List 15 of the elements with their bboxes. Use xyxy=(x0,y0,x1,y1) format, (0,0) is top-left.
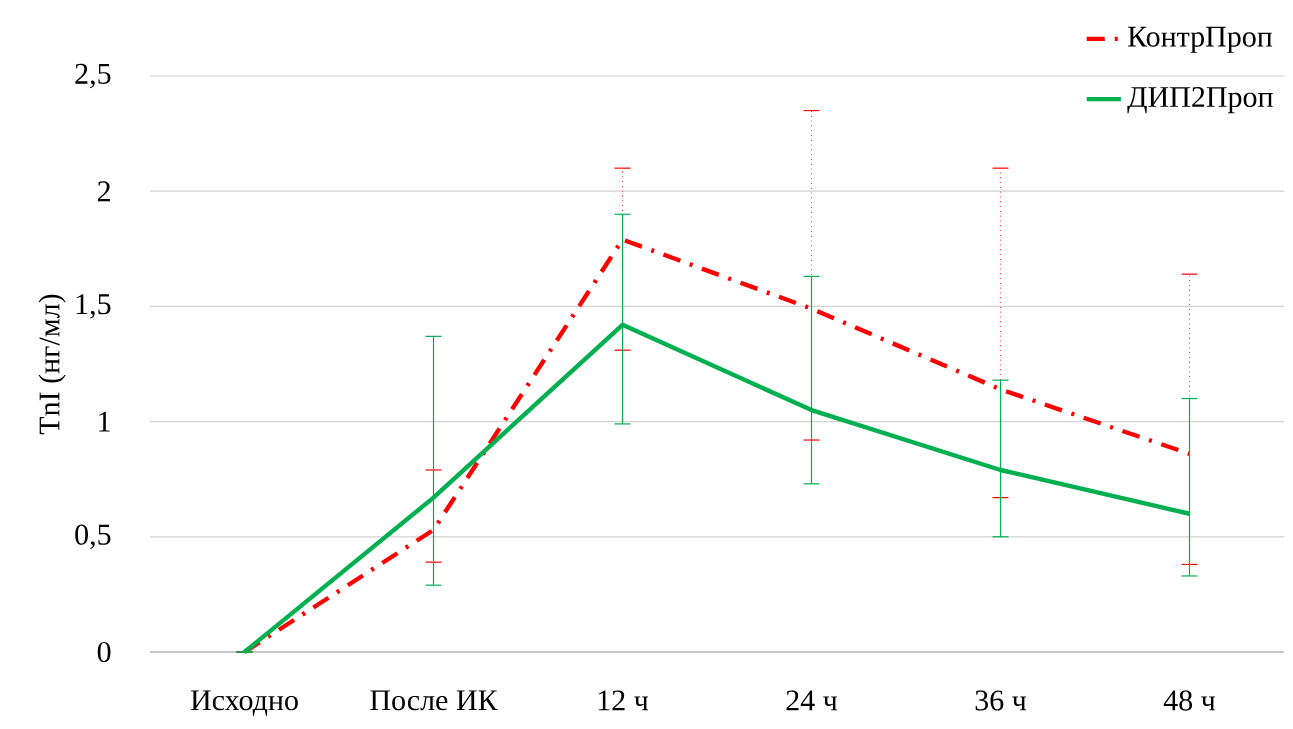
y-tick-label: 1 xyxy=(99,411,110,432)
y-tick-label: 2 xyxy=(97,181,110,202)
x-tick-label: 12 ч xyxy=(598,690,649,711)
y-axis-title: TnI (нг/мл) xyxy=(38,294,66,435)
y-tick-label: 0 xyxy=(97,641,111,663)
y-tick-label: 0,5 xyxy=(75,524,111,550)
x-tick-label: 36 ч xyxy=(975,690,1027,711)
x-tick-label: Исходно xyxy=(190,690,298,716)
y-tick-label: 2,5 xyxy=(75,63,111,89)
legend-label: ДИП2Проп xyxy=(1127,86,1273,114)
x-tick-label: 24 ч xyxy=(786,690,838,711)
x-tick-label: 48 ч xyxy=(1163,690,1216,711)
y-tick-label: 1,5 xyxy=(76,294,111,319)
legend-label: КонтрПроп xyxy=(1127,26,1273,53)
x-tick-label: После ИК xyxy=(370,690,498,711)
